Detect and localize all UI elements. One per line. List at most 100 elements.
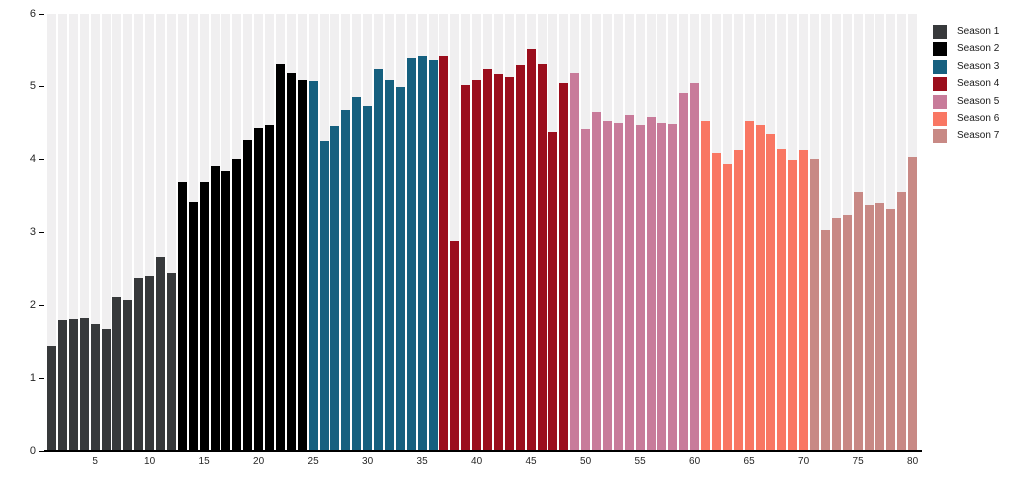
x-tick-label-20: 20 [253,456,265,467]
bar-episode-76 [864,204,874,451]
bar-episode-26 [319,140,329,451]
bar-episode-24 [297,79,307,451]
bar-episode-70 [799,149,809,451]
x-tick-label-65: 65 [743,456,755,467]
background-stripe [123,14,133,451]
bar-episode-18 [232,158,242,451]
x-tick-label-10: 10 [144,456,156,467]
bar-slot-18 [231,14,242,451]
background-stripe [112,14,122,451]
bar-slot-24 [297,14,308,451]
bar-slot-22 [275,14,286,451]
bar-episode-43 [504,76,514,451]
bar-slot-76 [864,14,875,451]
background-stripe [134,14,144,451]
bar-episode-38 [450,240,460,451]
bar-slot-73 [831,14,842,451]
bar-slot-46 [537,14,548,451]
bar-episode-63 [722,164,732,451]
bar-slot-11 [155,14,166,451]
legend-swatch-season-2 [933,42,947,57]
bar-episode-60 [690,83,700,451]
bar-slot-32 [384,14,395,451]
bar-slot-19 [242,14,253,451]
bar-episode-51 [592,112,601,451]
bar-episode-58 [668,124,678,451]
bar-episode-20 [254,128,264,451]
legend-label: Season 6 [957,113,1000,124]
bar-slot-36 [428,14,439,451]
bar-episode-52 [602,121,612,451]
bar-episode-37 [439,56,449,451]
bar-slot-43 [504,14,515,451]
bar-episode-5 [90,323,100,451]
legend-swatch-season-6 [933,112,947,126]
bar-episode-42 [493,73,503,451]
bar-episode-47 [548,132,558,451]
bar-episode-79 [897,192,907,451]
bar-episode-17 [221,170,231,451]
bar-slot-39 [460,14,471,451]
bar-slot-6 [101,14,112,451]
bar-slot-40 [471,14,482,451]
bar-slot-15 [199,14,210,451]
bar-episode-28 [341,110,351,451]
bar-slot-41 [482,14,493,451]
bar-slot-61 [700,14,711,451]
bar-episode-61 [701,121,710,451]
y-tick-6 [39,13,44,15]
bar-episode-40 [472,79,482,451]
x-tick-label-60: 60 [689,456,701,467]
legend-swatch-season-4 [933,77,947,92]
bar-slot-14 [188,14,199,451]
bar-slot-28 [340,14,351,451]
bar-slot-70 [798,14,809,451]
bar-episode-2 [57,319,67,451]
bar-episode-44 [515,65,525,451]
bar-episode-69 [788,159,798,451]
y-tick-3 [39,232,44,233]
background-stripe [79,14,89,451]
legend-label: Season 3 [957,60,1000,72]
bar-slot-78 [885,14,896,451]
bar-episode-41 [483,68,492,451]
bar-slot-72 [820,14,831,451]
bar-episode-14 [188,201,198,451]
bar-slot-60 [689,14,700,451]
y-tick-1 [39,377,44,379]
x-tick-label-50: 50 [580,456,592,467]
bar-slot-67 [765,14,776,451]
bar-slot-66 [755,14,766,451]
bar-episode-19 [243,140,253,451]
bar-episode-54 [624,114,634,451]
bar-slot-75 [853,14,864,451]
y-tick-5 [39,86,44,88]
legend-label: Season 2 [957,43,1000,55]
bar-episode-11 [156,257,165,451]
bar-episode-72 [820,229,830,451]
bar-slot-35 [417,14,428,451]
y-tick-4 [39,159,44,161]
y-tick-label-6: 6 [29,7,36,20]
x-tick-label-5: 5 [92,456,98,467]
bar-slot-59 [678,14,689,451]
bar-episode-8 [123,299,133,451]
bar-episode-49 [570,73,580,451]
bar-episode-78 [886,208,896,451]
y-tick-label-0: 0 [29,444,36,457]
background-stripe [90,14,100,451]
bar-episode-6 [101,328,111,451]
y-tick-0 [39,450,44,452]
bar-slot-29 [351,14,362,451]
bar-slot-9 [133,14,144,451]
bar-episode-13 [177,181,187,451]
bar-episode-48 [559,83,569,451]
x-tick-label-80: 80 [907,456,919,467]
bar-slot-23 [286,14,297,451]
bar-slot-13 [177,14,188,451]
bar-episode-75 [853,191,863,451]
x-tick-label-40: 40 [471,456,483,467]
plot-area [46,14,918,451]
bar-episode-59 [679,92,689,451]
x-tick-label-30: 30 [362,456,374,467]
